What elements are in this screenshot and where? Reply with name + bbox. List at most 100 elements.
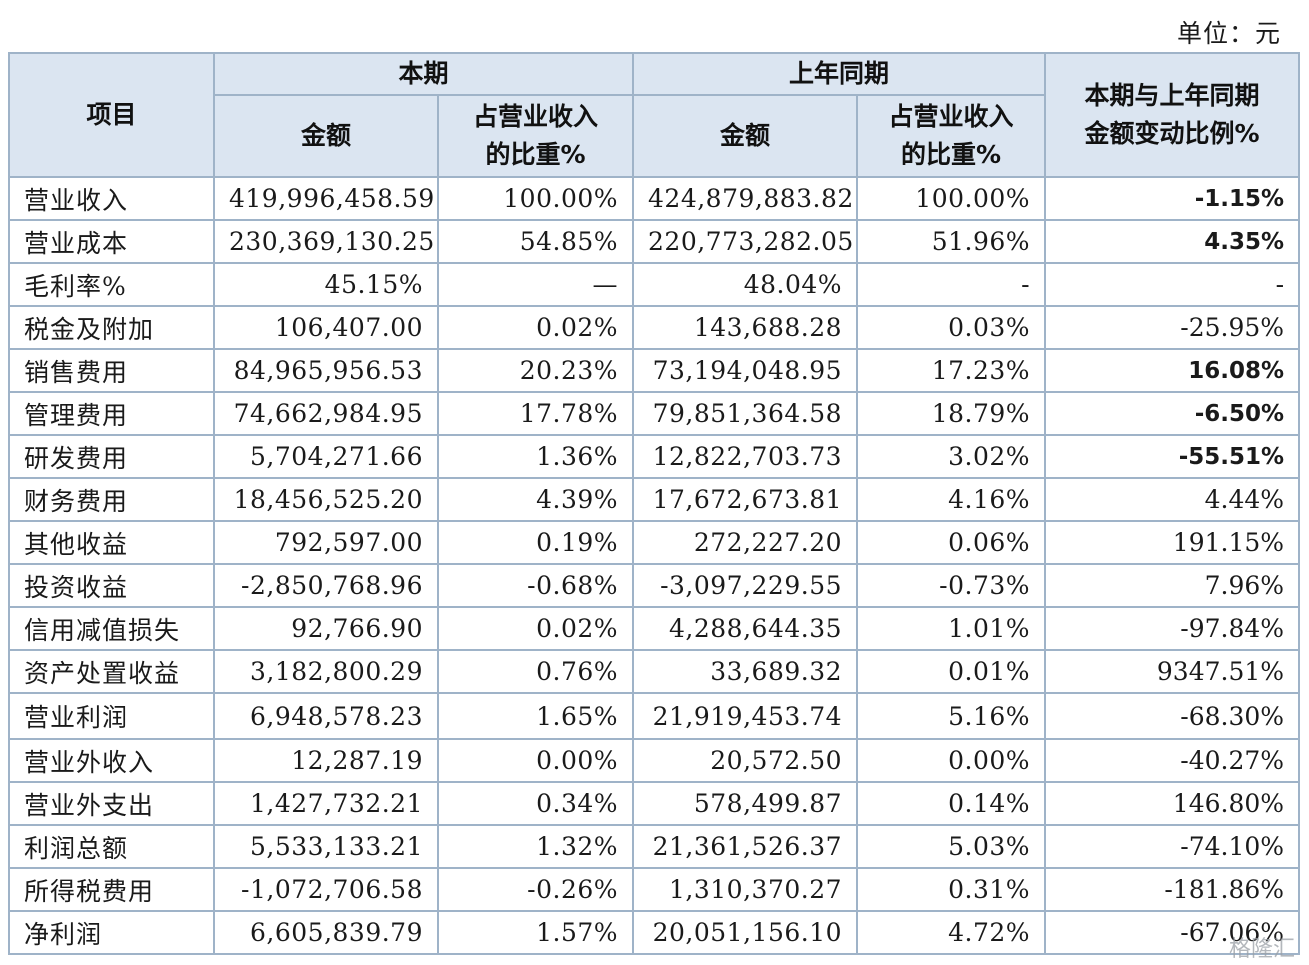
prior-amount-cell: 424,879,883.82 bbox=[632, 176, 859, 221]
current-share-cell: 54.85% bbox=[436, 219, 635, 264]
prior-amount-cell: 48.04% bbox=[632, 262, 859, 307]
current-amount-cell: -2,850,768.96 bbox=[213, 563, 439, 608]
prior-share-cell: 51.96% bbox=[856, 219, 1047, 264]
prior-share-cell: - bbox=[856, 262, 1047, 307]
prior-amount-cell: 17,672,673.81 bbox=[632, 477, 859, 522]
row-item-label: 财务费用 bbox=[8, 477, 215, 522]
current-share-cell: 1.32% bbox=[436, 824, 635, 869]
prior-share-cell: -0.73% bbox=[856, 563, 1047, 608]
current-amount-cell: 45.15% bbox=[213, 262, 439, 307]
row-item-label: 所得税费用 bbox=[8, 867, 215, 912]
table-row: 资产处置收益 3,182,800.29 0.76% 33,689.32 0.01% 934… bbox=[8, 649, 1301, 694]
current-share-cell: 1.57% bbox=[436, 910, 635, 955]
row-item-label: 其他收益 bbox=[8, 520, 215, 565]
table-row: 管理费用 74,662,984.95 17.78% 79,851,364.58 18.7… bbox=[8, 391, 1301, 436]
table-row: 研发费用 5,704,271.66 1.36% 12,822,703.73 3.02% -… bbox=[8, 434, 1301, 479]
change-ratio-cell: -1.15% bbox=[1044, 176, 1301, 221]
current-amount-cell: -1,072,706.58 bbox=[213, 867, 439, 912]
table-header: 项目 本期 上年同期 本期与上年同期 金额变动比例% 金额 占营业收入 的比重%… bbox=[8, 52, 1301, 178]
header-current-period: 本期 bbox=[212, 52, 635, 96]
prior-share-cell: 100.00% bbox=[856, 176, 1047, 221]
table-row: 营业收入 419,996,458.59 100.00% 424,879,883.82 1… bbox=[8, 176, 1301, 221]
change-ratio-cell: 146.80% bbox=[1044, 781, 1301, 826]
prior-share-cell: 17.23% bbox=[856, 348, 1047, 393]
table-row: 财务费用 18,456,525.20 4.39% 17,672,673.81 4.16%… bbox=[8, 477, 1301, 522]
current-amount-cell: 12,287.19 bbox=[213, 738, 439, 783]
change-ratio-cell: -40.27% bbox=[1044, 738, 1301, 783]
prior-amount-cell: 578,499.87 bbox=[632, 781, 859, 826]
change-ratio-cell: -181.86% bbox=[1044, 867, 1301, 912]
table-row: 税金及附加 106,407.00 0.02% 143,688.28 0.03% -25.9… bbox=[8, 305, 1301, 350]
current-share-cell: 0.00% bbox=[436, 738, 635, 783]
row-item-label: 投资收益 bbox=[8, 563, 215, 608]
current-amount-cell: 5,533,133.21 bbox=[213, 824, 439, 869]
table-row: 营业利润 6,948,578.23 1.65% 21,919,453.74 5.16% -… bbox=[8, 692, 1301, 740]
current-amount-cell: 18,456,525.20 bbox=[213, 477, 439, 522]
current-amount-cell: 92,766.90 bbox=[213, 606, 439, 651]
row-item-label: 研发费用 bbox=[8, 434, 215, 479]
change-ratio-cell: -97.84% bbox=[1044, 606, 1301, 651]
current-share-cell: 0.02% bbox=[436, 305, 635, 350]
prior-share-cell: 0.00% bbox=[856, 738, 1047, 783]
current-share-cell: 0.76% bbox=[436, 649, 635, 694]
current-amount-cell: 5,704,271.66 bbox=[213, 434, 439, 479]
prior-share-cell: 4.72% bbox=[856, 910, 1047, 955]
current-share-cell: 1.36% bbox=[436, 434, 635, 479]
header-current-share: 占营业收入 的比重% bbox=[436, 94, 635, 178]
row-item-label: 净利润 bbox=[8, 910, 215, 955]
current-amount-cell: 3,182,800.29 bbox=[213, 649, 439, 694]
current-share-cell: -0.68% bbox=[436, 563, 635, 608]
table-row: 营业外支出 1,427,732.21 0.34% 578,499.87 0.14% 146… bbox=[8, 781, 1301, 826]
prior-share-cell: 0.31% bbox=[856, 867, 1047, 912]
current-share-cell: 1.65% bbox=[436, 692, 635, 740]
current-amount-cell: 792,597.00 bbox=[213, 520, 439, 565]
change-ratio-cell: 4.44% bbox=[1044, 477, 1301, 522]
current-share-cell: 17.78% bbox=[436, 391, 635, 436]
header-share-line2: 的比重% bbox=[485, 140, 586, 169]
prior-amount-cell: 1,310,370.27 bbox=[632, 867, 859, 912]
table-row: 信用减值损失 92,766.90 0.02% 4,288,644.35 1.01% -97… bbox=[8, 606, 1301, 651]
current-amount-cell: 106,407.00 bbox=[213, 305, 439, 350]
prior-share-cell: 5.03% bbox=[856, 824, 1047, 869]
prior-share-cell: 0.06% bbox=[856, 520, 1047, 565]
header-change-line1: 本期与上年同期 bbox=[1084, 81, 1260, 110]
current-amount-cell: 1,427,732.21 bbox=[213, 781, 439, 826]
prior-amount-cell: 33,689.32 bbox=[632, 649, 859, 694]
current-amount-cell: 84,965,956.53 bbox=[213, 348, 439, 393]
row-item-label: 营业收入 bbox=[8, 176, 215, 221]
prior-share-cell: 0.14% bbox=[856, 781, 1047, 826]
change-ratio-cell: -6.50% bbox=[1044, 391, 1301, 436]
header-item: 项目 bbox=[8, 52, 215, 178]
change-ratio-cell: 191.15% bbox=[1044, 520, 1301, 565]
change-ratio-cell: -68.30% bbox=[1044, 692, 1301, 740]
current-amount-cell: 419,996,458.59 bbox=[213, 176, 439, 221]
prior-share-cell: 18.79% bbox=[856, 391, 1047, 436]
row-item-label: 营业成本 bbox=[8, 219, 215, 264]
row-item-label: 营业利润 bbox=[8, 692, 215, 740]
table-row: 营业外收入 12,287.19 0.00% 20,572.50 0.00% -40.27% bbox=[8, 738, 1301, 783]
change-ratio-cell: 7.96% bbox=[1044, 563, 1301, 608]
prior-amount-cell: 21,919,453.74 bbox=[632, 692, 859, 740]
table-row: 销售费用 84,965,956.53 20.23% 73,194,048.95 17.2… bbox=[8, 348, 1301, 393]
prior-share-cell: 1.01% bbox=[856, 606, 1047, 651]
prior-share-cell: 5.16% bbox=[856, 692, 1047, 740]
change-ratio-cell: 16.08% bbox=[1044, 348, 1301, 393]
change-ratio-cell: -67.06% bbox=[1044, 910, 1301, 955]
row-item-label: 资产处置收益 bbox=[8, 649, 215, 694]
change-ratio-cell: -25.95% bbox=[1044, 305, 1301, 350]
change-ratio-cell: -74.10% bbox=[1044, 824, 1301, 869]
current-amount-cell: 6,605,839.79 bbox=[213, 910, 439, 955]
change-ratio-cell: 9347.51% bbox=[1044, 649, 1301, 694]
prior-amount-cell: 20,572.50 bbox=[632, 738, 859, 783]
change-ratio-cell: -55.51% bbox=[1044, 434, 1301, 479]
table-row: 所得税费用 -1,072,706.58 -0.26% 1,310,370.27 0.31… bbox=[8, 867, 1301, 912]
row-item-label: 营业外支出 bbox=[8, 781, 215, 826]
prior-amount-cell: 220,773,282.05 bbox=[632, 219, 859, 264]
header-prior-amount: 金额 bbox=[632, 94, 859, 178]
row-item-label: 毛利率% bbox=[8, 262, 215, 307]
row-item-label: 销售费用 bbox=[8, 348, 215, 393]
row-item-label: 管理费用 bbox=[8, 391, 215, 436]
prior-amount-cell: 21,361,526.37 bbox=[632, 824, 859, 869]
current-share-cell: 100.00% bbox=[436, 176, 635, 221]
current-amount-cell: 230,369,130.25 bbox=[213, 219, 439, 264]
